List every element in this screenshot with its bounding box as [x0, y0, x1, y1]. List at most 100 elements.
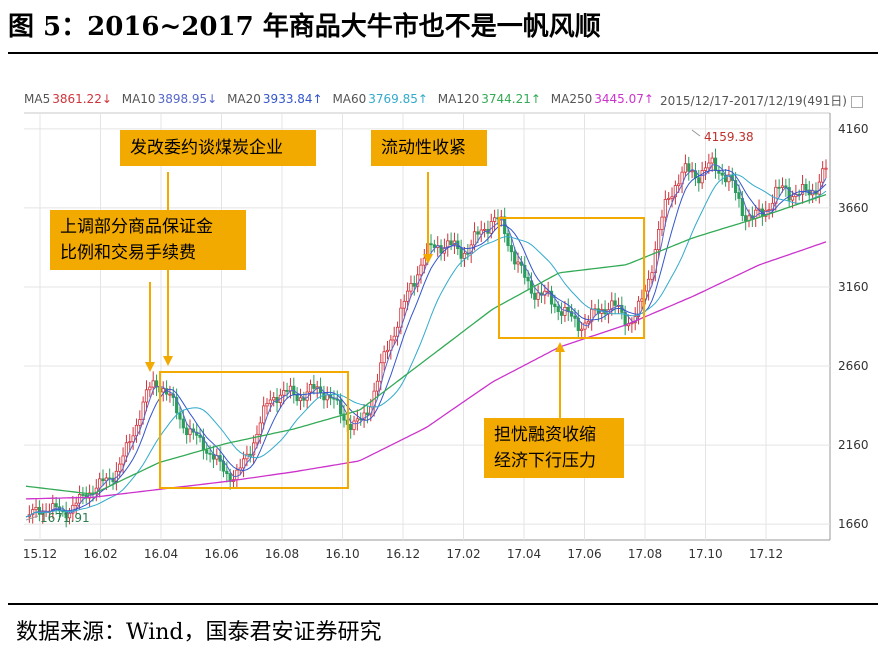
legend-value-ma250: 3445.07↑: [594, 92, 654, 106]
legend-label-ma10: MA10: [121, 92, 156, 106]
candle-body: [262, 405, 266, 424]
candle-body: [673, 185, 677, 198]
candle-body: [780, 185, 785, 188]
candle-body: [385, 349, 390, 353]
candle-body: [77, 494, 82, 504]
candle-body: [573, 315, 577, 319]
candle-body: [352, 420, 356, 431]
callout-ndrc-text: 发改委约谈煤炭企业: [130, 138, 283, 158]
callout-financing: 担忧融资收缩 经济下行压力: [484, 418, 624, 478]
candle-body: [255, 433, 259, 444]
candle-body: [513, 251, 517, 265]
callout-margin: 上调部分商品保证金 比例和交易手续费: [50, 210, 246, 270]
callout-arrowhead-3: [423, 254, 433, 264]
candle-body: [462, 252, 467, 259]
candle-body: [124, 442, 129, 457]
highlight-box-1: [159, 371, 349, 489]
range-toggle-icon[interactable]: [850, 95, 863, 108]
y-tick-label: 4160: [838, 122, 869, 136]
legend-value-ma10: 3898.95↓: [157, 92, 218, 106]
candle-body: [700, 170, 704, 184]
legend-value-ma120: 3744.21↑: [481, 92, 541, 106]
candle-body: [252, 442, 256, 456]
x-tick-label: 17.08: [628, 547, 662, 561]
candle-body: [198, 434, 202, 438]
callout-financing-line2: 经济下行压力: [494, 451, 596, 471]
candle-body: [707, 162, 711, 169]
candle-body: [640, 298, 644, 302]
candle-body: [824, 167, 828, 170]
date-range-text: 2015/12/17-2017/12/19(491日): [660, 94, 847, 108]
candle-body: [74, 502, 78, 506]
date-range: 2015/12/17-2017/12/19(491日): [660, 92, 863, 109]
candle-body: [409, 283, 413, 292]
candle-body: [392, 335, 396, 341]
candle-body: [258, 422, 262, 435]
candle-body: [422, 257, 426, 266]
candle-body: [298, 397, 303, 402]
candle-body: [613, 300, 617, 306]
callout-margin-line2: 比例和交易手续费: [60, 243, 196, 263]
x-axis-ticks: 15.12 16.02 16.04 16.06 16.08 16.10 16.12 17.02…: [23, 547, 783, 561]
y-tick-label: 1660: [838, 517, 869, 531]
candle-body: [188, 428, 192, 436]
candle-body: [161, 388, 165, 393]
candle-body: [559, 311, 564, 316]
candle-body: [536, 292, 540, 300]
x-tick-label: 16.06: [204, 547, 238, 561]
candle-body: [787, 187, 791, 201]
candle-body: [563, 306, 567, 316]
x-tick-label: 16.04: [144, 547, 178, 561]
candle-body: [526, 277, 530, 282]
candle-body: [683, 163, 688, 173]
candle-body: [744, 215, 748, 222]
callout-financing-line1: 担忧融资收缩: [494, 425, 596, 445]
candle-body: [195, 431, 199, 436]
candle-body: [663, 199, 667, 218]
candle-body: [720, 172, 724, 176]
candle-body: [235, 469, 239, 481]
source-note: 数据来源：Wind，国泰君安证券研究: [16, 620, 382, 645]
candle-body: [205, 449, 209, 454]
callout-arrowhead-4: [555, 342, 565, 352]
candle-body: [734, 180, 738, 194]
candle-body: [265, 403, 269, 407]
x-tick-label: 15.12: [23, 547, 57, 561]
candle-body: [580, 328, 584, 331]
x-tick-label: 16.12: [386, 547, 420, 561]
candle-body: [516, 261, 520, 265]
candle-body: [355, 418, 359, 422]
candle-body: [322, 392, 326, 401]
candle-body: [101, 478, 105, 482]
candle-body: [282, 390, 286, 396]
candle-body: [178, 412, 182, 420]
candle-body: [395, 326, 400, 337]
candle-body: [138, 419, 142, 426]
candle-body: [479, 229, 483, 235]
candle-body: [660, 216, 664, 230]
candle-body: [339, 399, 343, 415]
candle-body: [181, 418, 185, 429]
candle-body: [549, 290, 554, 305]
candle-body: [151, 380, 155, 388]
candle-body: [349, 424, 353, 431]
candle-body: [405, 290, 410, 302]
candle-body: [777, 186, 781, 189]
candle-body: [412, 283, 416, 287]
legend-label-ma60: MA60: [332, 92, 367, 106]
legend-value-ma60: 3769.85↑: [368, 92, 428, 106]
candle-body: [382, 351, 386, 364]
candle-body: [821, 168, 825, 183]
candle-body: [362, 412, 366, 420]
callout-arrowhead-2: [145, 362, 155, 372]
y-tick-label: 2160: [838, 438, 869, 452]
candle-body: [533, 292, 537, 300]
candle-body: [375, 380, 380, 392]
candle-body: [128, 441, 132, 444]
candle-body: [452, 240, 457, 245]
x-tick-label: 17.12: [749, 547, 783, 561]
candle-body: [509, 245, 513, 253]
candle-body: [325, 394, 329, 401]
x-tick-label: 16.02: [83, 547, 117, 561]
ma250-line: [25, 241, 827, 500]
